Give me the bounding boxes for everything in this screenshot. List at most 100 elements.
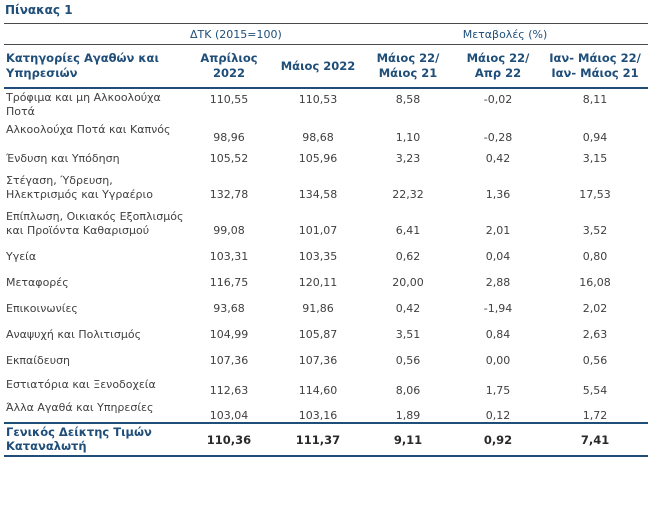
cell-april: 98,96: [213, 131, 245, 144]
cell-may: 120,11: [298, 276, 338, 289]
cell-mom: -0,28: [483, 131, 513, 144]
cell-april: 112,63: [209, 384, 249, 397]
table-row: Ένδυση και Υπόδηση 105,52 105,96 3,23 0,…: [4, 144, 648, 172]
cell-april: 110,55: [209, 93, 249, 106]
cell-ytd: 0,80: [582, 250, 608, 263]
cell-yoy: 3,23: [395, 152, 421, 165]
cell-yoy: 0,42: [395, 302, 421, 315]
cell-april: 104,99: [209, 328, 249, 341]
row-category: Άλλα Αγαθά και Υπηρεσίες: [6, 401, 154, 414]
cell-may: 105,87: [298, 328, 338, 341]
table-row: Μεταφορές 116,75 120,11 20,00 2,88 16,08: [4, 270, 648, 296]
table-row: Επίπλωση, Οικιακός Εξοπλισμός και Προϊόν…: [4, 204, 648, 240]
cell-may: 107,36: [298, 354, 338, 367]
cell-may: 134,58: [298, 188, 338, 201]
cell-april: 103,04: [209, 409, 249, 422]
cell-april: 93,68: [213, 302, 245, 315]
cell-mom: 2,01: [485, 224, 511, 237]
cell-yoy: 8,58: [395, 93, 421, 106]
cell-ytd: 2,02: [582, 302, 608, 315]
cell-april: 103,31: [209, 250, 249, 263]
table-row: Αναψυχή και Πολιτισμός 104,99 105,87 3,5…: [4, 322, 648, 348]
row-category: Εκπαίδευση: [6, 354, 71, 367]
col-header-category: Κατηγορίες Αγαθών και Υπηρεσιών: [4, 44, 184, 89]
row-category: Ένδυση και Υπόδηση: [6, 152, 120, 165]
table-row: Επικοινωνίες 93,68 91,86 0,42 -1,94 2,02: [4, 296, 648, 322]
row-category: Μεταφορές: [6, 276, 69, 289]
table-row: Αλκοολούχα Ποτά και Καπνός 98,96 98,68 1…: [4, 121, 648, 144]
table-title: Πίνακας 1: [5, 3, 73, 17]
cell-mom: 0,12: [485, 409, 511, 422]
cell-mom: 0,42: [485, 152, 511, 165]
cell-mom: 0,00: [485, 354, 511, 367]
row-category: Υγεία: [6, 250, 37, 263]
cell-april: 116,75: [209, 276, 249, 289]
total-mom: 0,92: [454, 422, 542, 457]
cell-mom: 0,84: [485, 328, 511, 341]
row-category: Επικοινωνίες: [6, 302, 78, 315]
row-category: Εστιατόρια και Ξενοδοχεία: [6, 378, 156, 391]
cell-mom: 1,36: [485, 188, 511, 201]
table-row: Εστιατόρια και Ξενοδοχεία 112,63 114,60 …: [4, 374, 648, 397]
cpi-table: ΔΤΚ (2015=100) Μεταβολές (%) Κατηγορίες …: [4, 23, 649, 457]
total-april: 110,36: [184, 422, 274, 457]
header-blank: [4, 23, 184, 45]
row-category: Αλκοολούχα Ποτά και Καπνός: [6, 123, 171, 136]
total-yoy: 9,11: [362, 422, 454, 457]
cell-yoy: 6,41: [395, 224, 421, 237]
table-row: Στέγαση, Ύδρευση, Ηλεκτρισμός και Υγραέρ…: [4, 172, 648, 204]
cell-ytd: 3,52: [582, 224, 608, 237]
cell-ytd: 3,15: [582, 152, 608, 165]
cell-may: 101,07: [298, 224, 338, 237]
row-category: Τρόφιμα και μη Αλκοολούχα Ποτά: [6, 91, 161, 118]
total-ytd: 7,41: [542, 422, 649, 457]
total-category: Γενικός Δείκτης Τιμών Καταναλωτή: [4, 422, 184, 457]
row-category: Αναψυχή και Πολιτισμός: [6, 328, 142, 341]
total-may: 111,37: [274, 422, 362, 457]
table-row: Υγεία 103,31 103,35 0,62 0,04 0,80: [4, 240, 648, 270]
col-header-april-2022: Απρίλιος 2022: [184, 44, 274, 89]
cell-mom: 0,04: [485, 250, 511, 263]
cell-ytd: 2,63: [582, 328, 608, 341]
cell-ytd: 8,11: [582, 93, 608, 106]
row-category: Στέγαση, Ύδρευση, Ηλεκτρισμός και Υγραέρ…: [6, 174, 153, 201]
cell-yoy: 0,56: [395, 354, 421, 367]
col-header-may-2022: Μάιος 2022: [274, 44, 362, 89]
group-header-changes: Μεταβολές (%): [362, 23, 649, 45]
cell-may: 103,35: [298, 250, 338, 263]
cell-may: 91,86: [302, 302, 334, 315]
cell-yoy: 8,06: [395, 384, 421, 397]
cell-ytd: 17,53: [579, 188, 611, 201]
cell-april: 107,36: [209, 354, 249, 367]
cell-ytd: 0,94: [582, 131, 608, 144]
cell-yoy: 3,51: [395, 328, 421, 341]
cell-may: 103,16: [298, 409, 338, 422]
table-row: Εκπαίδευση 107,36 107,36 0,56 0,00 0,56: [4, 348, 648, 374]
table-row: Άλλα Αγαθά και Υπηρεσίες 103,04 103,16 1…: [4, 397, 648, 423]
cell-may: 98,68: [302, 131, 334, 144]
total-row: Γενικός Δείκτης Τιμών Καταναλωτή 110,36 …: [4, 422, 649, 457]
cell-yoy: 1,10: [395, 131, 421, 144]
cell-mom: -0,02: [483, 93, 513, 106]
cell-yoy: 1,89: [395, 409, 421, 422]
cell-mom: -1,94: [483, 302, 513, 315]
cell-mom: 2,88: [485, 276, 511, 289]
cell-may: 105,96: [298, 152, 338, 165]
cell-may: 110,53: [298, 93, 338, 106]
group-header-cpi: ΔΤΚ (2015=100): [184, 23, 362, 45]
cell-ytd: 16,08: [579, 276, 611, 289]
table-row: Τρόφιμα και μη Αλκοολούχα Ποτά 110,55 11…: [4, 88, 648, 121]
cell-may: 114,60: [298, 384, 338, 397]
col-header-may22-may21: Μάιος 22/ Μάιος 21: [362, 44, 454, 89]
cell-ytd: 5,54: [582, 384, 608, 397]
cell-april: 105,52: [209, 152, 249, 165]
cell-yoy: 0,62: [395, 250, 421, 263]
cell-yoy: 22,32: [392, 188, 424, 201]
cell-mom: 1,75: [485, 384, 511, 397]
cell-yoy: 20,00: [392, 276, 424, 289]
row-category: Επίπλωση, Οικιακός Εξοπλισμός και Προϊόν…: [6, 210, 184, 237]
cell-april: 132,78: [209, 188, 249, 201]
cell-ytd: 1,72: [582, 409, 608, 422]
col-header-janmay: Ιαν- Μάιος 22/ Ιαν- Μάιος 21: [542, 44, 649, 89]
cell-april: 99,08: [213, 224, 245, 237]
